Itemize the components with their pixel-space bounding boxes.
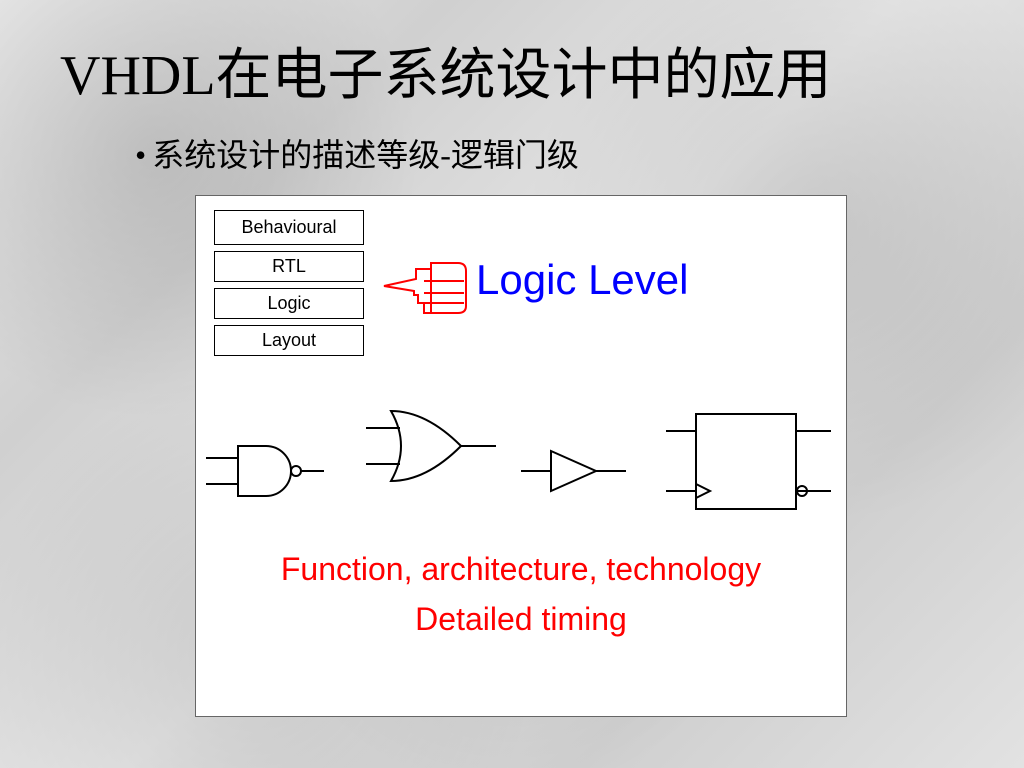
subtitle-text: 系统设计的描述等级-逻辑门级 — [152, 137, 579, 173]
page-title: VHDL在电子系统设计中的应用 — [60, 30, 832, 111]
caption-line-2: Detailed timing — [196, 601, 846, 638]
buffer-gate-icon — [521, 451, 626, 491]
pointing-hand-icon — [376, 251, 471, 321]
level-box-rtl: RTL — [214, 251, 364, 282]
gates-row — [196, 386, 846, 526]
figure-panel: Behavioural RTL Logic Layout Logic Level — [195, 195, 847, 717]
level-box-layout: Layout — [214, 325, 364, 356]
nand-gate-icon — [206, 446, 324, 496]
level-column: Behavioural RTL Logic Layout — [214, 210, 364, 362]
caption-line-1: Function, architecture, technology — [196, 551, 846, 588]
slide: VHDL在电子系统设计中的应用 •系统设计的描述等级-逻辑门级 Behaviou… — [0, 0, 1024, 768]
or-gate-icon — [366, 411, 496, 481]
level-box-logic: Logic — [214, 288, 364, 319]
subtitle: •系统设计的描述等级-逻辑门级 — [135, 130, 579, 176]
logic-level-label: Logic Level — [476, 256, 688, 304]
dff-block-icon — [666, 414, 831, 509]
level-box-behavioural: Behavioural — [214, 210, 364, 245]
bullet-icon: • — [135, 137, 146, 173]
